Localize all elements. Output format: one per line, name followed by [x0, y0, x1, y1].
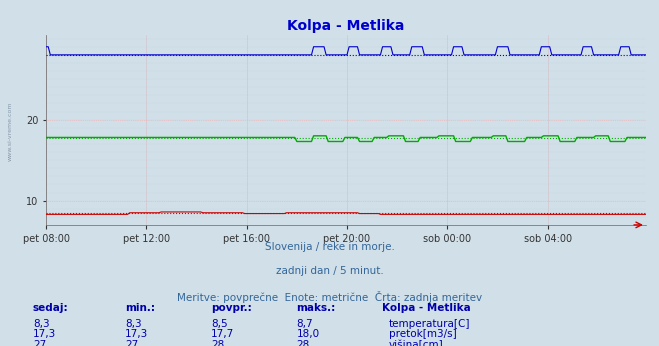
- Text: maks.:: maks.:: [297, 303, 336, 313]
- Text: 28: 28: [211, 340, 224, 346]
- Text: pretok[m3/s]: pretok[m3/s]: [389, 329, 457, 339]
- Text: min.:: min.:: [125, 303, 156, 313]
- Text: sedaj:: sedaj:: [33, 303, 69, 313]
- Text: 27: 27: [125, 340, 138, 346]
- Text: 8,3: 8,3: [33, 319, 49, 329]
- Text: 28: 28: [297, 340, 310, 346]
- Text: 27: 27: [33, 340, 46, 346]
- Text: Meritve: povprečne  Enote: metrične  Črta: zadnja meritev: Meritve: povprečne Enote: metrične Črta:…: [177, 291, 482, 303]
- Text: www.si-vreme.com: www.si-vreme.com: [7, 102, 13, 161]
- Text: 17,7: 17,7: [211, 329, 234, 339]
- Text: 17,3: 17,3: [33, 329, 56, 339]
- Text: višina[cm]: višina[cm]: [389, 339, 444, 346]
- Title: Kolpa - Metlika: Kolpa - Metlika: [287, 19, 405, 34]
- Text: zadnji dan / 5 minut.: zadnji dan / 5 minut.: [275, 266, 384, 276]
- Text: 8,3: 8,3: [125, 319, 142, 329]
- Text: povpr.:: povpr.:: [211, 303, 252, 313]
- Text: temperatura[C]: temperatura[C]: [389, 319, 471, 329]
- Text: Kolpa - Metlika: Kolpa - Metlika: [382, 303, 471, 313]
- Text: 8,5: 8,5: [211, 319, 227, 329]
- Text: 8,7: 8,7: [297, 319, 313, 329]
- Text: 17,3: 17,3: [125, 329, 148, 339]
- Text: Slovenija / reke in morje.: Slovenija / reke in morje.: [264, 242, 395, 252]
- Text: 18,0: 18,0: [297, 329, 320, 339]
